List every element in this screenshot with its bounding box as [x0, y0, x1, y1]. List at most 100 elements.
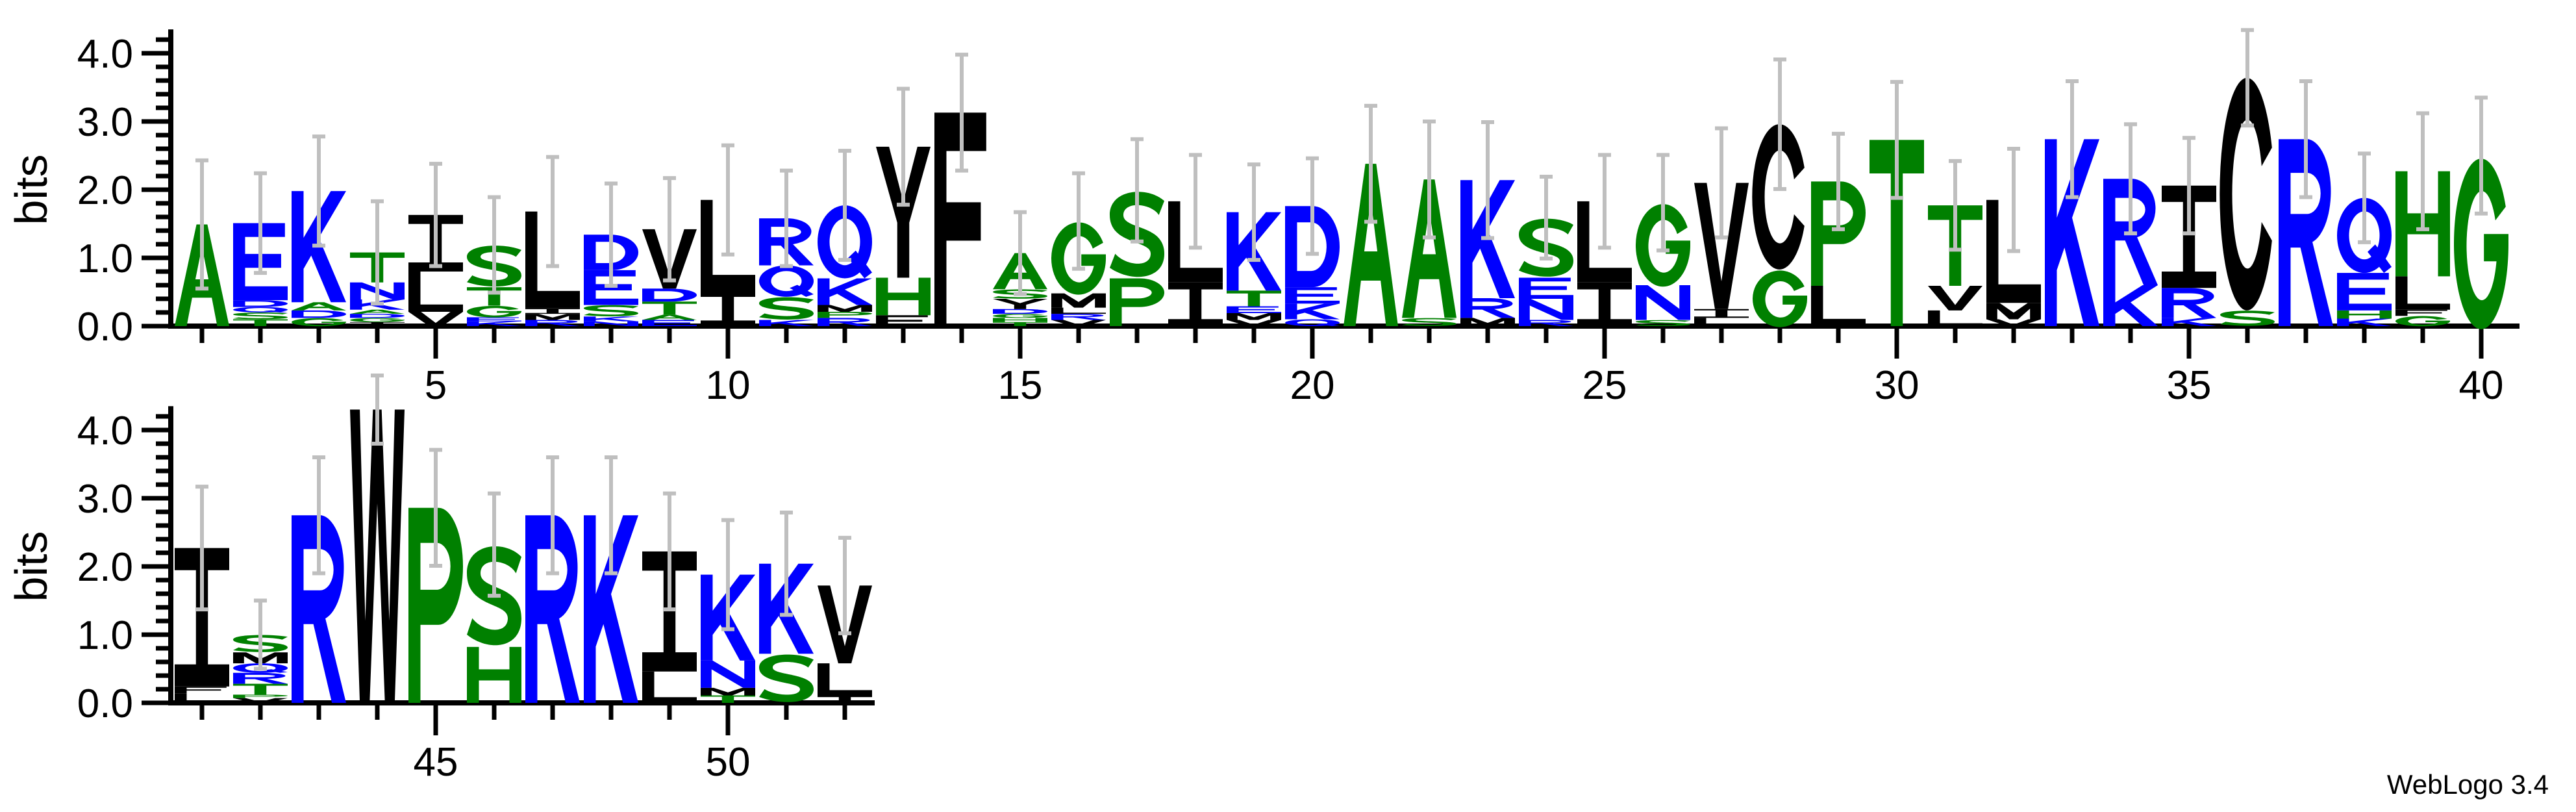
x-tick-label: 40	[2459, 363, 2504, 408]
logo-column-28	[1752, 57, 1807, 327]
logo-letter-P	[408, 507, 463, 703]
letter-glyph-shape	[233, 694, 288, 698]
logo-letter-I	[818, 696, 872, 703]
x-tick-label: 15	[998, 363, 1043, 408]
logo-letter-V	[818, 585, 872, 664]
logo-letter-W	[350, 409, 405, 703]
letter-glyph-shape	[818, 311, 872, 318]
letter-glyph-shape	[467, 317, 521, 322]
logo-column-17	[1110, 137, 1164, 326]
logo-column-46	[467, 491, 521, 703]
letter-glyph-shape	[1636, 204, 1690, 287]
logo-letter-S	[759, 297, 814, 320]
letter-glyph-shape	[993, 309, 1047, 314]
logo-column-30	[1869, 80, 1924, 326]
logo-letter-T	[467, 287, 521, 306]
y-tick-label: 4.0	[77, 32, 133, 77]
logo-letter-H	[2337, 310, 2392, 319]
logo-letter-R	[1519, 320, 1573, 326]
letter-glyph-shape	[2220, 311, 2275, 326]
letter-glyph-shape	[350, 318, 405, 322]
logo-letter-V	[642, 229, 697, 289]
logo-letter-M	[701, 687, 755, 696]
logo-letter-V	[408, 311, 463, 326]
letter-glyph-shape	[1285, 206, 1340, 288]
logo-letter-M	[233, 652, 288, 664]
letter-glyph-shape	[2337, 310, 2392, 319]
letter-glyph-shape	[264, 669, 288, 673]
letter-glyph-shape	[2368, 244, 2392, 273]
letter-glyph-shape	[701, 687, 755, 696]
y-tick-label: 0.0	[77, 681, 133, 726]
logo-letter-V	[1227, 320, 1281, 326]
logo-letter-E	[2337, 273, 2392, 311]
logo-column-13	[876, 86, 931, 326]
logo-letter-A	[993, 253, 1047, 290]
logo-letter-M	[1460, 318, 1515, 326]
logo-letter-V	[1986, 319, 2041, 326]
letter-glyph-shape	[1986, 199, 2041, 303]
logo-letter-V	[233, 698, 288, 703]
letter-glyph-shape	[2395, 276, 2450, 310]
logo-letter-L	[1577, 201, 1632, 283]
logo-letter-I	[1168, 282, 1223, 326]
letter-glyph-shape	[2162, 288, 2216, 318]
logo-column-35	[2162, 136, 2216, 326]
logo-column-22	[1402, 120, 1457, 326]
logo-letter-D	[1285, 206, 1340, 288]
logo-column-51	[759, 511, 814, 702]
logo-column-48	[584, 455, 638, 703]
logo-row-1: 0.0 1.0 2.0 3.0 4.0 bits 5 10 15 20 25 30 35 40	[6, 28, 2520, 408]
logo-letter-L	[2395, 276, 2450, 310]
letter-glyph-shape	[408, 507, 463, 703]
logo-letter-P	[1811, 181, 1866, 286]
letter-glyph-shape	[264, 310, 288, 312]
logo-letter-N	[1636, 285, 1690, 320]
logo-column-38	[2337, 151, 2392, 326]
letter-glyph-shape	[759, 654, 814, 702]
logo-letter-G	[1753, 270, 1807, 327]
letter-glyph-shape	[2220, 77, 2272, 311]
letter-glyph-shape	[408, 311, 463, 326]
letter-glyph-shape	[2395, 316, 2450, 327]
logo-letter-A	[1344, 164, 1398, 326]
logo-letter-K	[467, 321, 521, 326]
logo-letter-I	[1694, 309, 1749, 318]
logo-column-19	[1227, 162, 1281, 326]
letter-glyph-shape	[525, 320, 580, 326]
letter-glyph-shape	[584, 235, 638, 270]
logo-letter-M	[1051, 293, 1106, 308]
logo-letter-L	[408, 272, 463, 312]
letter-glyph-shape	[233, 312, 288, 320]
letter-glyph-shape	[233, 683, 288, 695]
logo-column-18	[1168, 153, 1223, 326]
letter-glyph-shape	[292, 515, 346, 703]
logo-letter-C	[1752, 124, 1805, 270]
logo-letter-I	[175, 548, 229, 687]
letter-glyph-shape	[1460, 318, 1515, 326]
letter-glyph-shape	[1227, 320, 1281, 326]
logo-letter-L	[818, 663, 872, 696]
letter-glyph-shape	[2162, 318, 2216, 326]
logo-column-8	[584, 181, 638, 326]
letter-glyph-shape	[1402, 179, 1457, 318]
logo-letter-F	[934, 112, 986, 326]
letter-glyph-shape	[233, 698, 288, 703]
x-tick-label: 50	[706, 740, 751, 785]
logo-letter-S	[233, 312, 288, 320]
logo-column-12	[818, 149, 872, 326]
logo-column-32	[1986, 147, 2041, 326]
logo-letter-L	[1694, 318, 1749, 326]
logo-column-45	[408, 448, 463, 703]
letter-glyph-shape	[467, 305, 521, 318]
logo-letter-G	[2454, 159, 2508, 329]
letter-glyph-shape	[818, 585, 872, 664]
logo-letter-F	[876, 315, 928, 326]
logo-column-43	[292, 455, 346, 703]
logo-column-49	[642, 491, 697, 703]
logo-letter-K	[818, 278, 872, 305]
letter-glyph-shape	[233, 300, 288, 307]
letter-glyph-shape	[350, 309, 405, 314]
logo-letter-Q	[2337, 197, 2392, 273]
letter-glyph-shape	[1051, 222, 1106, 295]
